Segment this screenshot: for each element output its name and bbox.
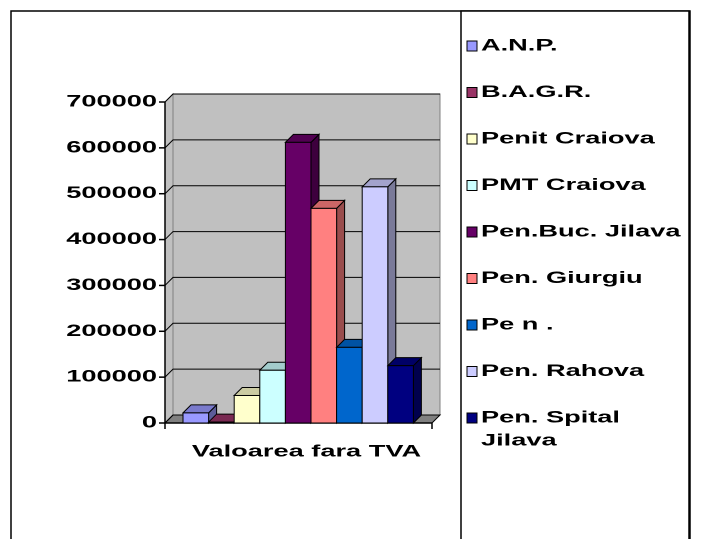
- bar: [361, 186, 389, 424]
- legend-swatch: [466, 273, 478, 284]
- legend-box: [460, 10, 690, 539]
- y-tick-label: 100000: [66, 366, 157, 385]
- legend-label: B.A.G.R.: [481, 81, 591, 100]
- bar: [310, 207, 338, 424]
- y-tick-label: 500000: [66, 182, 157, 201]
- y-tick-label: 200000: [66, 320, 157, 339]
- legend-label: Penit Craiova: [481, 128, 655, 147]
- bar: [387, 365, 414, 424]
- y-tick-label: 300000: [66, 274, 157, 293]
- bar: [336, 346, 363, 424]
- grid-line: [164, 276, 440, 286]
- bar: [284, 141, 312, 424]
- legend-label: Pen.Buc. Jilava: [481, 221, 681, 240]
- legend-swatch: [466, 133, 478, 145]
- legend-swatch: [466, 180, 478, 191]
- grid-line: [164, 185, 440, 195]
- legend-swatch: [466, 40, 478, 52]
- bar-side: [412, 356, 422, 425]
- legend-swatch: [466, 87, 478, 98]
- y-tick-label: 0: [142, 412, 157, 431]
- bar: [182, 412, 210, 424]
- grid-line: [164, 322, 440, 332]
- legend-label: Pen. Giurgiu: [481, 267, 643, 286]
- grid-line: [164, 139, 440, 149]
- legend-label: A.N.P.: [481, 35, 558, 54]
- bar: [259, 369, 286, 424]
- legend-swatch: [466, 226, 478, 238]
- grid-line: [164, 231, 440, 240]
- bar: [233, 394, 261, 424]
- legend-swatch: [466, 319, 478, 331]
- y-tick-label: 600000: [66, 137, 157, 156]
- legend-label: Pen. Spital Jilava: [481, 407, 628, 449]
- bar: [208, 421, 235, 424]
- y-tick-label: 400000: [66, 228, 157, 247]
- x-tick-label: Valoarea fara TVA: [192, 441, 421, 460]
- legend-label: Pen. Rahova: [481, 360, 645, 379]
- y-tick-label: 700000: [66, 91, 157, 110]
- legend-swatch: [466, 366, 478, 377]
- legend-label: PMT Craiova: [481, 174, 646, 193]
- grid-line: [164, 93, 440, 103]
- legend-label: Pe n .: [481, 314, 554, 333]
- legend-swatch: [466, 412, 478, 424]
